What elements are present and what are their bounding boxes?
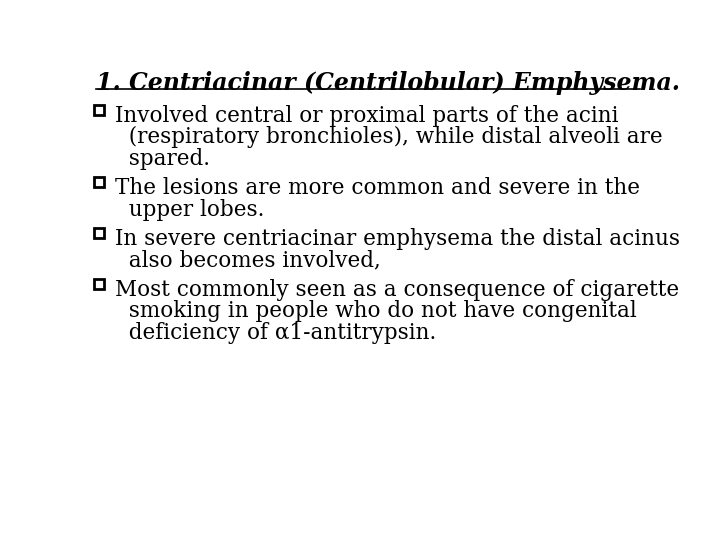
Text: spared.: spared.	[114, 148, 210, 170]
Text: Most commonly seen as a consequence of cigarette: Most commonly seen as a consequence of c…	[114, 279, 679, 301]
Bar	[94, 177, 104, 187]
Text: The lesions are more common and severe in the: The lesions are more common and severe i…	[114, 177, 640, 199]
Text: Involved central or proximal parts of the acini: Involved central or proximal parts of th…	[114, 105, 618, 127]
Text: In severe centriacinar emphysema the distal acinus: In severe centriacinar emphysema the dis…	[114, 228, 680, 250]
Bar	[94, 228, 104, 238]
Text: smoking in people who do not have congenital: smoking in people who do not have congen…	[114, 300, 636, 322]
Text: 1. Centriacinar (Centrilobular) Emphysema.: 1. Centriacinar (Centrilobular) Emphysem…	[96, 71, 680, 95]
Text: (respiratory bronchioles), while distal alveoli are: (respiratory bronchioles), while distal …	[114, 126, 662, 149]
Text: also becomes involved,: also becomes involved,	[114, 249, 381, 272]
Bar	[94, 105, 104, 115]
Text: deficiency of α1-antitrypsin.: deficiency of α1-antitrypsin.	[114, 322, 436, 344]
Bar	[94, 279, 104, 289]
Text: upper lobes.: upper lobes.	[114, 199, 264, 221]
